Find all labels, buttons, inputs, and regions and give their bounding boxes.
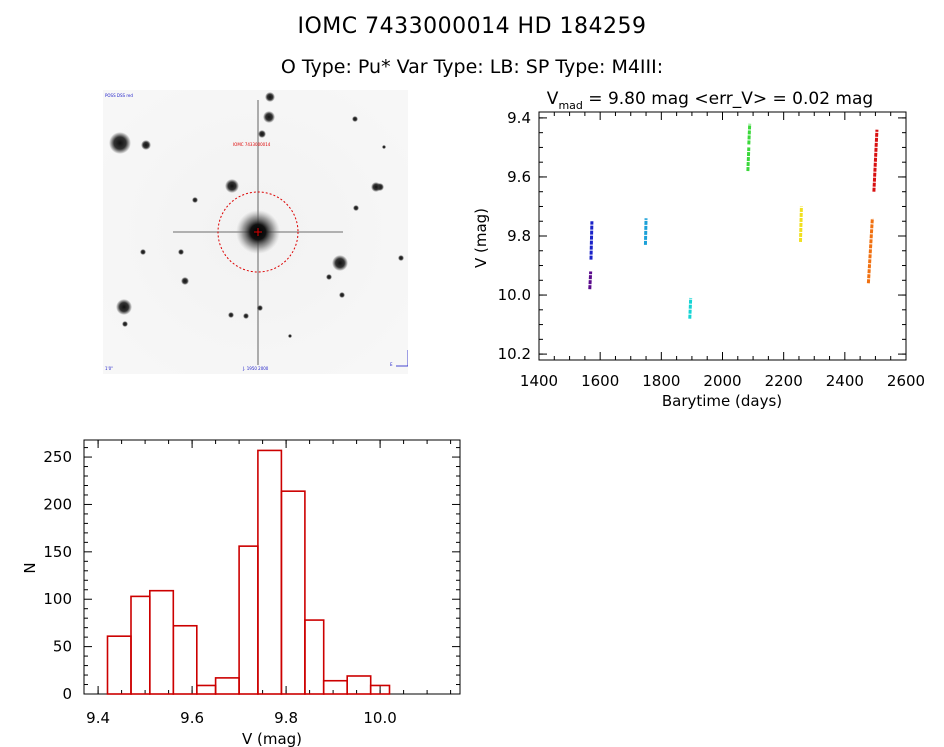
lc-ytick-label: 10.0 xyxy=(498,286,531,304)
lc-xtick-label: 2000 xyxy=(703,372,741,390)
hist-bar-3 xyxy=(172,624,198,695)
hist-ytick-label: 250 xyxy=(43,448,72,466)
lc-xtick-label: 1600 xyxy=(581,372,619,390)
finder-corner-br: E xyxy=(390,362,393,367)
hist-bar-1 xyxy=(130,595,151,695)
finder-bottom-label: J. 1950 2000 xyxy=(242,366,269,371)
lc-xtick-label: 1400 xyxy=(520,372,558,390)
hist-bar-9 xyxy=(304,619,325,695)
lc-data-segment-5 xyxy=(747,123,752,145)
lc-xtick-label: 2200 xyxy=(765,372,803,390)
light-curve-title: Vmad = 9.80 mag <err_V> = 0.02 mag xyxy=(547,89,873,112)
target-circle xyxy=(217,191,299,273)
finder-corner-tl: POSS DSS red xyxy=(105,93,133,98)
target-crosshair xyxy=(254,228,262,236)
lc-xtick-label: 1800 xyxy=(642,372,680,390)
lc-xtick-label: 2600 xyxy=(887,372,925,390)
hist-bar-4 xyxy=(196,684,217,695)
hist-bar-8 xyxy=(280,490,306,695)
histogram-xlabel: V (mag) xyxy=(242,730,302,747)
lc-data-segment-4 xyxy=(746,147,751,172)
finder-center-label: IOMC 7433000014 xyxy=(233,142,271,147)
hist-ytick-label: 0 xyxy=(62,685,72,703)
sky-finder-image: POSS DSS red IOMC 7433000014 1'0" J. 195… xyxy=(103,90,408,374)
hist-bar-12 xyxy=(369,684,391,695)
lc-xtick-label: 2400 xyxy=(826,372,864,390)
hist-bar-5 xyxy=(214,677,240,695)
hist-xtick-label: 9.4 xyxy=(86,709,110,727)
lc-data-segment-7 xyxy=(866,218,874,284)
hist-bar-6 xyxy=(238,545,259,695)
hist-ytick-label: 100 xyxy=(43,590,72,608)
chart-title-line2: O Type: Pu* Var Type: LB: SP Type: M4III… xyxy=(280,56,664,78)
lc-ytick-label: 10.2 xyxy=(498,345,531,363)
hist-bar-7 xyxy=(257,449,283,695)
hist-ytick-label: 200 xyxy=(43,495,72,513)
light-curve-xlabel: Barytime (days) xyxy=(662,392,782,410)
histogram-ylabel: N xyxy=(21,562,39,573)
lc-data-segment-2 xyxy=(643,218,648,245)
light-curve-ylabel: V (mag) xyxy=(472,208,490,268)
histogram-frame xyxy=(83,439,461,695)
chart-title-line1: IOMC 7433000014 HD 184259 xyxy=(297,14,647,39)
hist-ytick-label: 50 xyxy=(53,638,72,656)
hist-bar-10 xyxy=(322,679,349,695)
hist-xtick-label: 9.8 xyxy=(274,709,298,727)
compass-icon xyxy=(396,350,408,367)
finder-corner-bl: 1'0" xyxy=(105,366,113,371)
hist-bar-2 xyxy=(149,589,175,695)
lc-data-segment-3 xyxy=(688,297,693,319)
lc-data-segment-0 xyxy=(588,271,593,290)
lc-data-segment-8 xyxy=(872,129,879,192)
lc-data-segment-1 xyxy=(589,221,594,260)
hist-xtick-label: 9.6 xyxy=(180,709,204,727)
hist-ytick-label: 150 xyxy=(43,543,72,561)
light-curve-title-rest: = 9.80 mag <err_V> = 0.02 mag xyxy=(583,89,873,109)
lc-data-segment-6 xyxy=(798,206,803,242)
lc-ytick-label: 9.8 xyxy=(507,227,531,245)
hist-bar-0 xyxy=(106,635,132,695)
background-stars xyxy=(109,92,404,338)
lc-ytick-label: 9.6 xyxy=(507,168,531,186)
light-curve-title-prefix: V xyxy=(547,89,559,109)
lc-ytick-label: 9.4 xyxy=(507,109,531,127)
hist-bar-11 xyxy=(346,675,372,695)
hist-xtick-label: 10.0 xyxy=(363,709,396,727)
light-curve-title-subscript: mad xyxy=(558,99,582,112)
